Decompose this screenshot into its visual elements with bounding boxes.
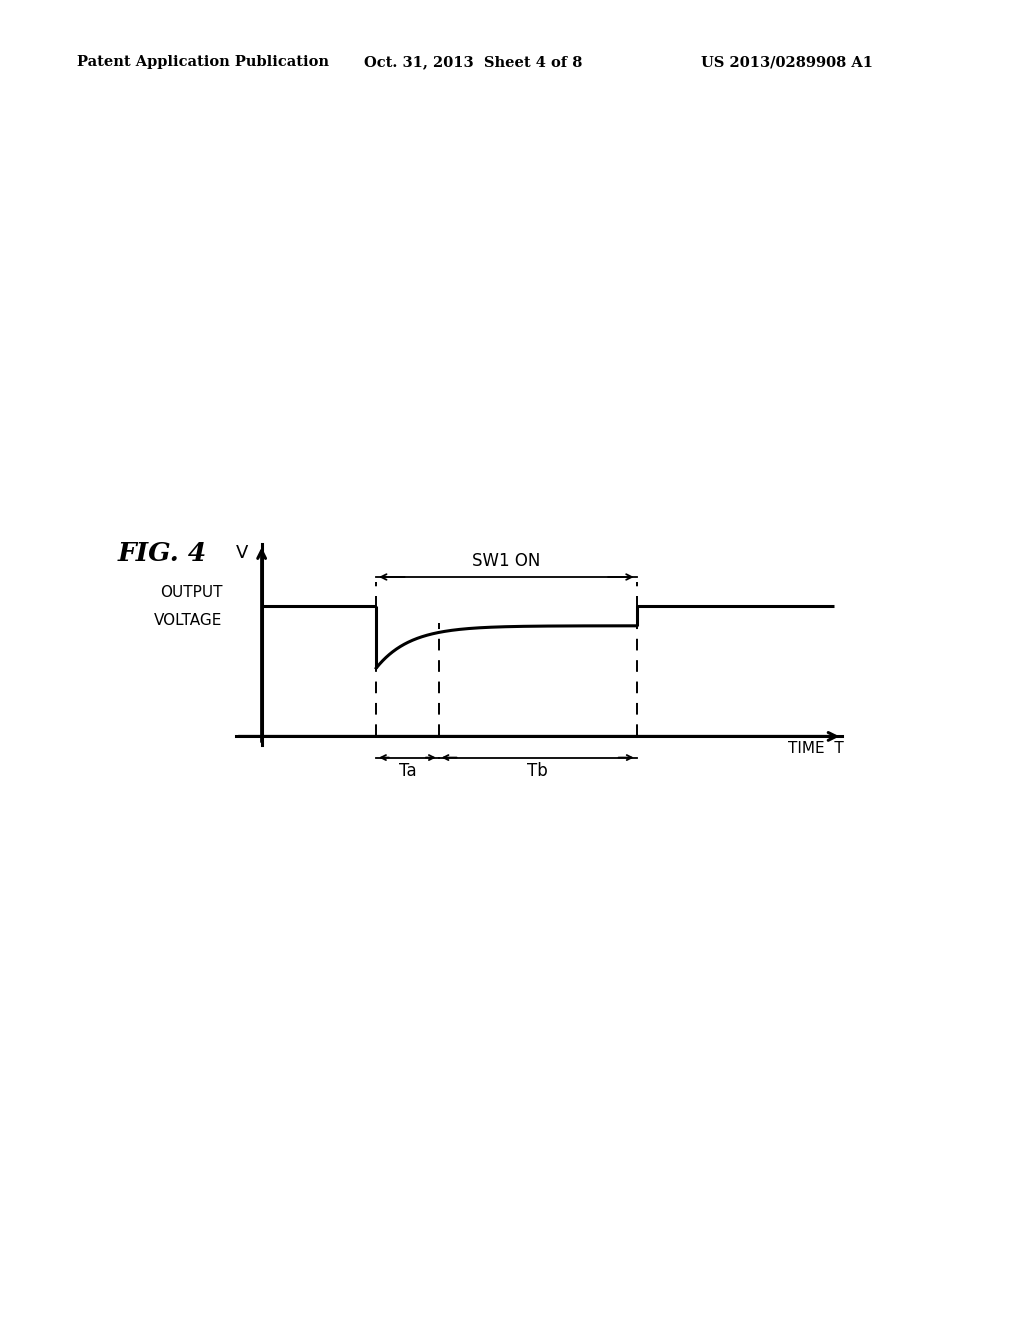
Text: Tb: Tb — [527, 763, 548, 780]
Text: V: V — [237, 544, 249, 562]
Text: US 2013/0289908 A1: US 2013/0289908 A1 — [701, 55, 873, 70]
Text: FIG. 4: FIG. 4 — [118, 541, 207, 566]
Text: OUTPUT: OUTPUT — [160, 585, 222, 599]
Text: TIME  T: TIME T — [788, 742, 844, 756]
Text: SW1 ON: SW1 ON — [472, 553, 541, 570]
Text: Patent Application Publication: Patent Application Publication — [77, 55, 329, 70]
Text: Oct. 31, 2013  Sheet 4 of 8: Oct. 31, 2013 Sheet 4 of 8 — [364, 55, 582, 70]
Text: Ta: Ta — [398, 763, 416, 780]
Text: VOLTAGE: VOLTAGE — [155, 612, 222, 628]
